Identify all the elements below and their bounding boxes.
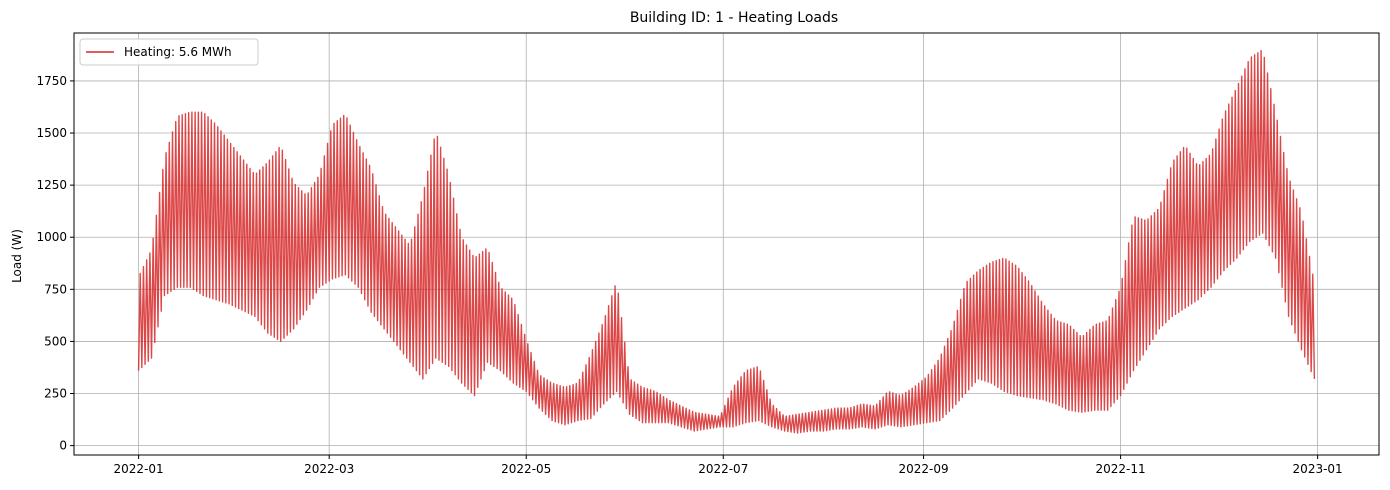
x-tick-label: 2023-01 [1293,462,1343,476]
y-tick-label: 1750 [36,74,67,88]
y-tick-label: 750 [44,282,67,296]
x-tick-label: 2022-05 [501,462,551,476]
tick-layer: 2022-01 2022-03 2022-05 2022-07 2022-09 2022-… [36,74,1342,476]
y-tick-label: 0 [59,439,67,453]
x-tick-label: 2022-09 [898,462,948,476]
y-tick-label: 1000 [36,230,67,244]
series-line-heating [137,50,1316,434]
x-tick-label: 2022-01 [114,462,164,476]
legend: Heating: 5.6 MWh [79,38,259,66]
y-tick-label: 250 [44,387,67,401]
y-tick-label: 1250 [36,178,67,192]
y-tick-label: 1500 [36,126,67,140]
chart-title: Building ID: 1 - Heating Loads [630,10,838,26]
legend-box [79,38,259,66]
y-axis-label: Load (W) [10,229,24,283]
x-tick-label: 2022-11 [1096,462,1146,476]
y-tick-label: 500 [44,334,67,348]
plot-frame [73,32,1380,456]
legend-label-heating: Heating: 5.6 MWh [124,45,232,59]
x-tick-label: 2022-07 [698,462,748,476]
series-layer [137,50,1316,434]
x-tick-label: 2022-03 [304,462,354,476]
